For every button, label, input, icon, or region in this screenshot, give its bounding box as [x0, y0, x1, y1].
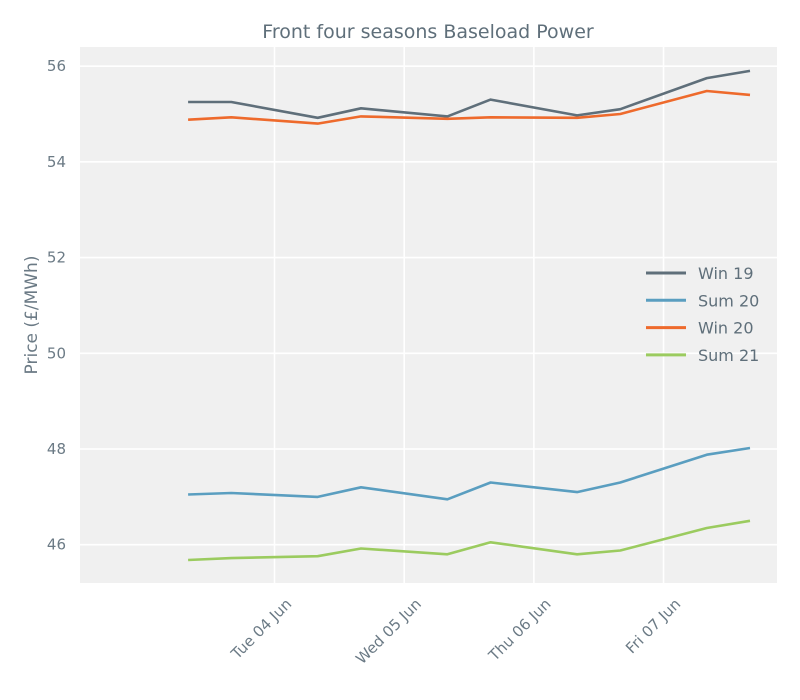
y-tick-label: 46 — [47, 536, 66, 554]
y-axis-ticks: 46 48 50 52 54 56 — [47, 57, 66, 554]
y-tick-label: 54 — [47, 153, 66, 171]
y-tick-label: 52 — [47, 249, 66, 267]
grid-lines — [80, 47, 777, 583]
legend-label: Win 20 — [698, 319, 754, 338]
series-line-sum-20 — [188, 446, 751, 501]
x-tick-label: Thu 06 Jun — [484, 595, 554, 665]
x-tick-label: Wed 05 Jun — [352, 595, 425, 668]
x-tick-label: Tue 04 Jun — [227, 595, 295, 663]
y-tick-label: 50 — [47, 344, 66, 362]
legend-label: Win 19 — [698, 264, 754, 283]
series-line-win-19 — [188, 69, 751, 120]
legend: Win 19 Sum 20 Win 20 Sum 21 — [646, 264, 759, 365]
legend-label: Sum 21 — [698, 346, 759, 365]
series-layer — [188, 69, 751, 562]
legend-label: Sum 20 — [698, 291, 759, 310]
plot-area — [80, 47, 777, 583]
chart-title: Front four seasons Baseload Power — [262, 21, 594, 43]
y-tick-label: 48 — [47, 440, 66, 458]
series-line-win-20 — [188, 89, 751, 125]
y-axis-label: Price (£/MWh) — [22, 256, 42, 375]
y-tick-label: 56 — [47, 57, 66, 75]
x-tick-label: Fri 07 Jun — [622, 595, 684, 657]
series-line-sum-21 — [188, 519, 751, 562]
x-axis-ticks: Tue 04 Jun Wed 05 Jun Thu 06 Jun Fri 07 Jun — [227, 595, 684, 668]
